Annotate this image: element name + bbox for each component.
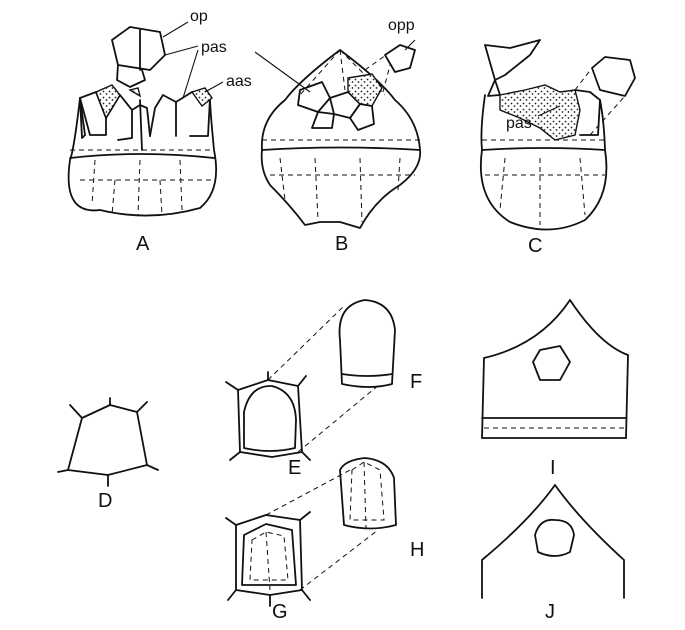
cyst-drawing-c	[479, 39, 636, 231]
aas-leader-line	[204, 81, 224, 93]
plate-drawing-d	[57, 397, 159, 487]
op-label: op	[190, 8, 208, 25]
opp-leader-line	[404, 39, 416, 51]
pas-leader-line-a2	[182, 49, 199, 99]
operculum-drawing-h	[339, 457, 397, 530]
cyst-drawing-b	[260, 44, 422, 229]
pas-label-a: pas	[201, 39, 227, 56]
cyst-outline-i	[481, 299, 629, 439]
operculum-drawing-f	[338, 299, 396, 388]
pas-label-c: pas	[506, 115, 532, 132]
panel-label-g: G	[272, 601, 288, 623]
panel-label-c: C	[528, 235, 542, 257]
cyst-outline-j	[481, 484, 625, 599]
pas-leader-line-c	[537, 105, 561, 117]
panel-label-e: E	[288, 457, 301, 479]
panel-label-a: A	[136, 233, 150, 255]
panel-label-f: F	[410, 371, 422, 393]
aas-label: aas	[226, 73, 252, 90]
archeopyle-drawing-e	[225, 304, 381, 461]
panel-label-j: J	[545, 601, 555, 623]
panel-label-b: B	[335, 233, 348, 255]
panel-label-i: I	[550, 457, 556, 479]
opp-label: opp	[388, 17, 415, 34]
archeopyle-drawing-g	[225, 469, 379, 607]
panel-label-d: D	[98, 490, 112, 512]
pas-leader-line-a1	[164, 45, 199, 56]
panel-label-h: H	[410, 539, 424, 561]
pas-leader-line-b	[254, 51, 311, 93]
cyst-drawing-a	[67, 26, 217, 217]
op-leader-line	[162, 21, 189, 38]
